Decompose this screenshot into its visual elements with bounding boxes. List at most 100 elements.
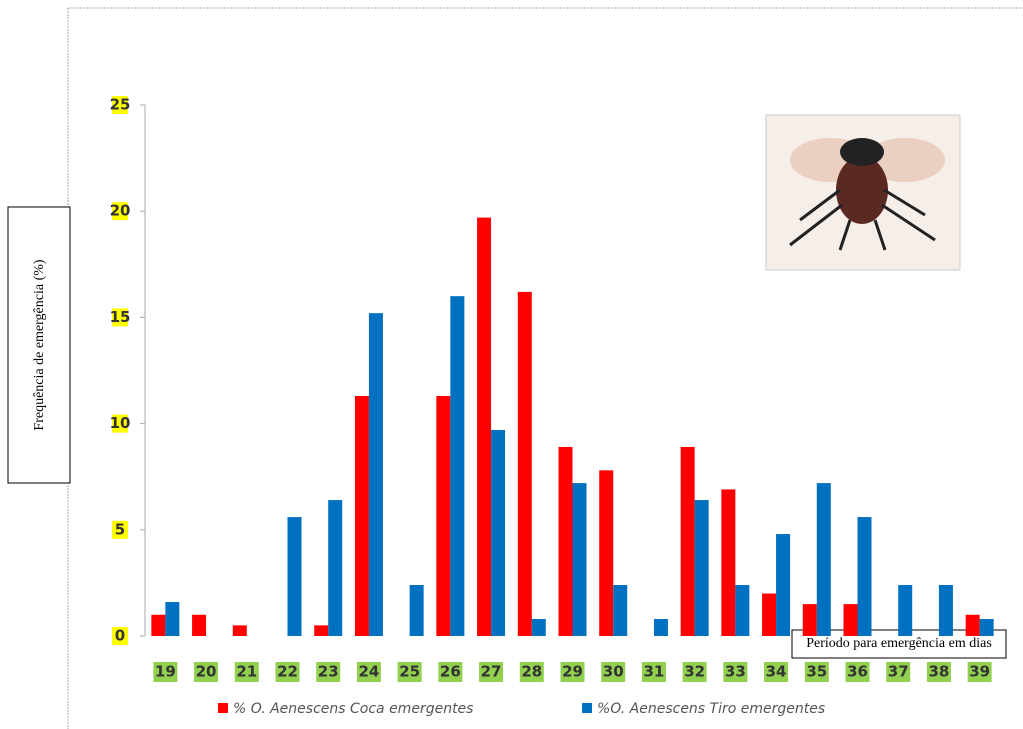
x-tick-highlight	[519, 662, 544, 682]
y-axis-title: Frequência de emergência (%)	[32, 259, 47, 430]
bar	[599, 470, 614, 636]
bar	[680, 446, 695, 636]
bar	[314, 625, 329, 636]
bar	[354, 395, 369, 636]
bar	[802, 604, 817, 636]
x-tick-label: 32	[684, 663, 705, 681]
bar	[287, 517, 302, 636]
x-tick-highlight	[194, 662, 219, 682]
x-tick-highlight	[356, 662, 381, 682]
bar	[776, 534, 791, 636]
bar	[558, 446, 573, 636]
x-tick-highlight	[886, 662, 911, 682]
bar	[694, 500, 709, 636]
x-tick-label: 33	[725, 663, 746, 681]
y-tick-highlight	[112, 202, 128, 221]
x-tick-label: 30	[603, 663, 624, 681]
x-tick-highlight	[397, 662, 422, 682]
x-tick-label: 24	[358, 663, 379, 681]
bar	[531, 619, 546, 636]
x-tick-highlight	[153, 662, 178, 682]
x-tick-highlight	[926, 662, 951, 682]
x-tick-highlight	[479, 662, 504, 682]
fly-head	[840, 138, 884, 166]
bar	[192, 614, 207, 636]
y-tick-label: 15	[110, 308, 131, 326]
x-tick-label: 34	[766, 663, 787, 681]
y-tick-label: 5	[115, 520, 125, 538]
x-tick-label: 35	[806, 663, 827, 681]
x-tick-label: 29	[562, 663, 583, 681]
bar	[572, 483, 587, 636]
x-tick-highlight	[275, 662, 300, 682]
bar	[409, 585, 424, 636]
fly-wing	[865, 138, 945, 182]
bar	[368, 313, 383, 636]
bar	[735, 585, 750, 636]
bar	[816, 483, 831, 636]
x-tick-highlight	[316, 662, 341, 682]
bar	[151, 614, 166, 636]
x-tick-label: 19	[155, 663, 176, 681]
y-label-box	[7, 206, 71, 484]
x-tick-label: 38	[928, 663, 949, 681]
x-tick-highlight	[723, 662, 748, 682]
x-tick-label: 20	[196, 663, 217, 681]
legend-label: % O. Aenescens Coca emergentes	[233, 701, 473, 717]
x-tick-label: 25	[399, 663, 420, 681]
y-tick-label: 0	[115, 627, 125, 645]
bar	[653, 619, 668, 636]
bar	[436, 395, 451, 636]
bar	[843, 604, 858, 636]
x-tick-highlight	[764, 662, 789, 682]
x-tick-highlight	[682, 662, 707, 682]
x-tick-highlight	[234, 662, 259, 682]
bar	[898, 585, 913, 636]
legend-label: %O. Aenescens Tiro emergentes	[597, 701, 825, 717]
x-tick-label: 23	[318, 663, 339, 681]
x-tick-highlight	[438, 662, 463, 682]
y-tick-highlight	[112, 96, 128, 114]
x-tick-label: 39	[969, 663, 990, 681]
x-tick-label: 28	[521, 663, 542, 681]
y-tick-highlight	[112, 627, 128, 645]
x-tick-label: 26	[440, 663, 461, 681]
bar	[613, 585, 628, 636]
bar	[938, 585, 953, 636]
x-tick-label: 21	[236, 663, 257, 681]
bar	[477, 217, 492, 636]
y-tick-label: 25	[110, 96, 131, 114]
photo	[765, 114, 961, 271]
bar	[517, 291, 532, 636]
x-tick-highlight	[560, 662, 585, 682]
x-tick-highlight	[641, 662, 666, 682]
y-tick-label: 10	[110, 414, 131, 432]
bar	[762, 593, 777, 636]
x-tick-label: 37	[888, 663, 909, 681]
bar	[232, 625, 247, 636]
y-tick-highlight	[112, 308, 128, 327]
bar	[450, 296, 465, 636]
legend-swatch	[218, 703, 228, 713]
x-tick-label: 27	[481, 663, 502, 681]
x-tick-highlight	[601, 662, 626, 682]
x-tick-label: 31	[643, 663, 664, 681]
y-tick-highlight	[112, 414, 128, 433]
bar	[491, 429, 506, 636]
bar	[328, 500, 343, 636]
x-axis-title: Período para emergência em dias	[806, 636, 992, 651]
x-tick-highlight	[845, 662, 870, 682]
x-tick-highlight	[804, 662, 829, 682]
x-tick-label: 22	[277, 663, 298, 681]
bar	[165, 602, 180, 636]
x-tick-label: 36	[847, 663, 868, 681]
bar	[721, 489, 736, 636]
legend-swatch	[582, 703, 592, 713]
y-tick-highlight	[112, 520, 128, 539]
bar	[857, 517, 872, 636]
fly-legs	[789, 188, 936, 251]
x-tick-highlight	[967, 662, 992, 682]
bar	[979, 619, 994, 636]
fly-body	[836, 156, 888, 224]
